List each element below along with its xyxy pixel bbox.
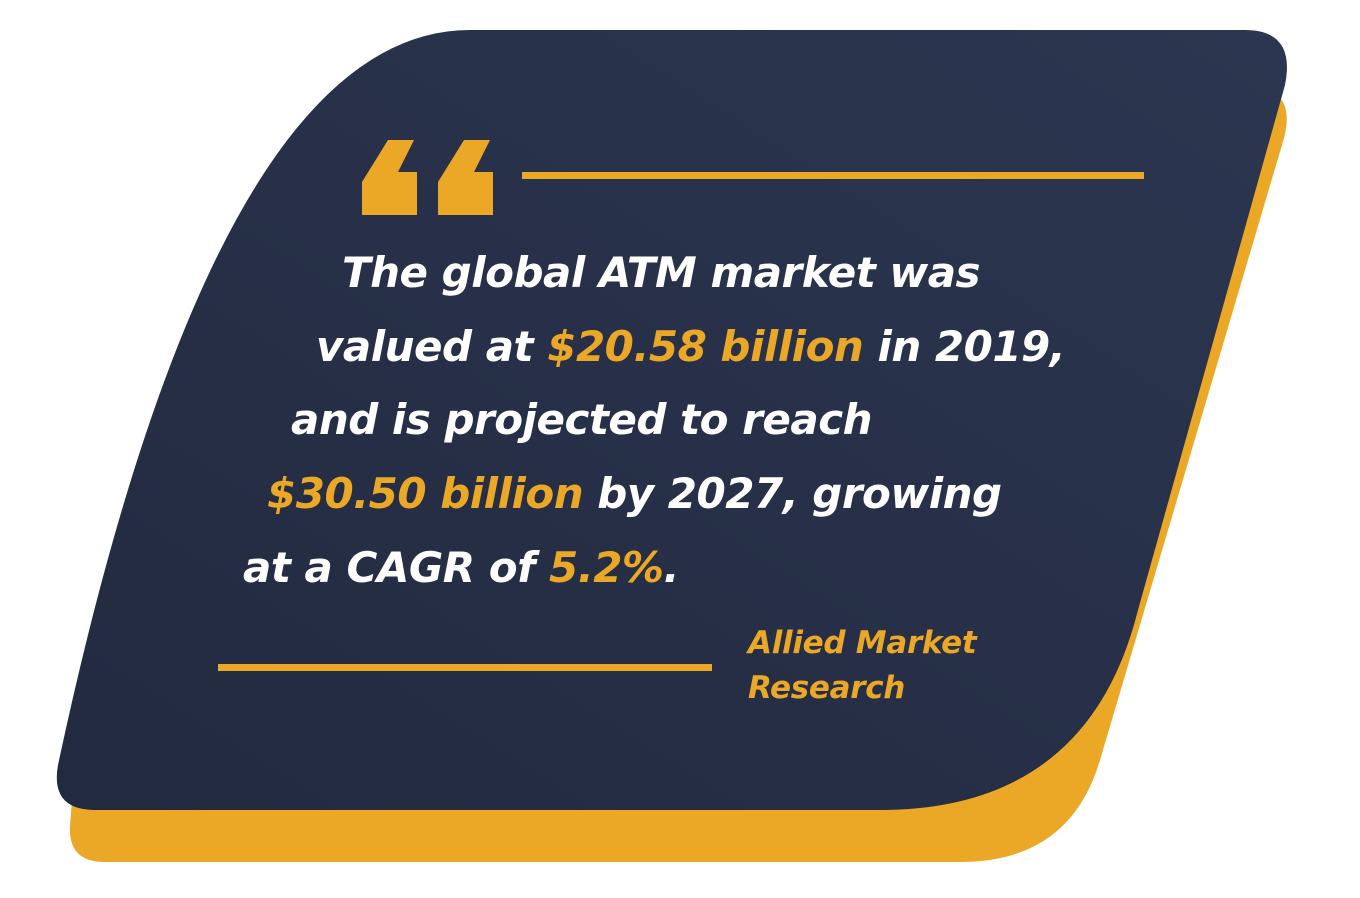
quote-text: by 2027, growing [583, 469, 1002, 518]
quote-text: and is projected to reach [291, 395, 873, 444]
top-divider [522, 172, 1144, 179]
quote-line-2: valued at $20.58 billion in 2019, [0, 326, 1360, 368]
bottom-divider [218, 664, 712, 671]
attribution-line-2: Research [748, 670, 906, 706]
quote-text: at a CAGR of [243, 543, 550, 592]
highlight-value: $30.50 billion [267, 469, 584, 518]
quote-text: The global ATM market was [342, 248, 981, 297]
quote-text: . [663, 543, 680, 592]
quote-text: valued at [316, 322, 548, 371]
double-quote-icon [362, 140, 493, 215]
quote-line-1: The global ATM market was [0, 252, 1360, 294]
quote-text: in 2019, [863, 322, 1066, 371]
highlight-value: $20.58 billion [547, 322, 864, 371]
quote-line-5: at a CAGR of 5.2%. [0, 547, 1360, 589]
quote-line-3: and is projected to reach [0, 399, 1360, 441]
attribution-line-1: Allied Market [748, 625, 977, 661]
quote-line-4: $30.50 billion by 2027, growing [0, 473, 1360, 515]
card-body [56, 30, 1287, 810]
highlight-value: 5.2% [549, 543, 664, 592]
